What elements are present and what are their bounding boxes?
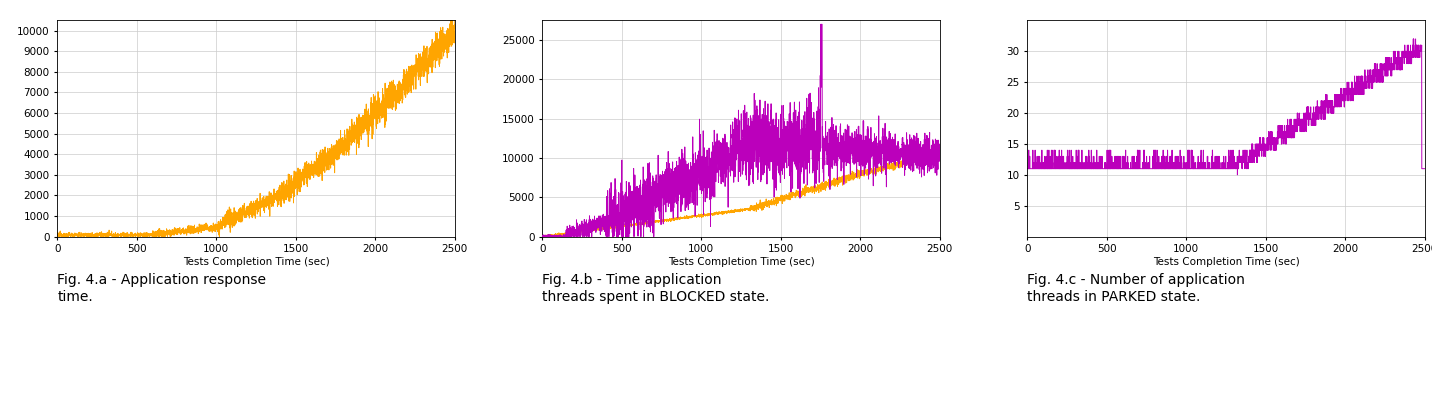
Text: Fig. 4.b - Time application
threads spent in BLOCKED state.: Fig. 4.b - Time application threads spen… [543,273,769,304]
Text: Fig. 4.c - Number of application
threads in PARKED state.: Fig. 4.c - Number of application threads… [1027,273,1246,304]
Text: Fig. 4.a - Application response
time.: Fig. 4.a - Application response time. [57,273,266,304]
X-axis label: Tests Completion Time (sec): Tests Completion Time (sec) [183,257,329,267]
X-axis label: Tests Completion Time (sec): Tests Completion Time (sec) [1153,257,1299,267]
X-axis label: Tests Completion Time (sec): Tests Completion Time (sec) [667,257,815,267]
